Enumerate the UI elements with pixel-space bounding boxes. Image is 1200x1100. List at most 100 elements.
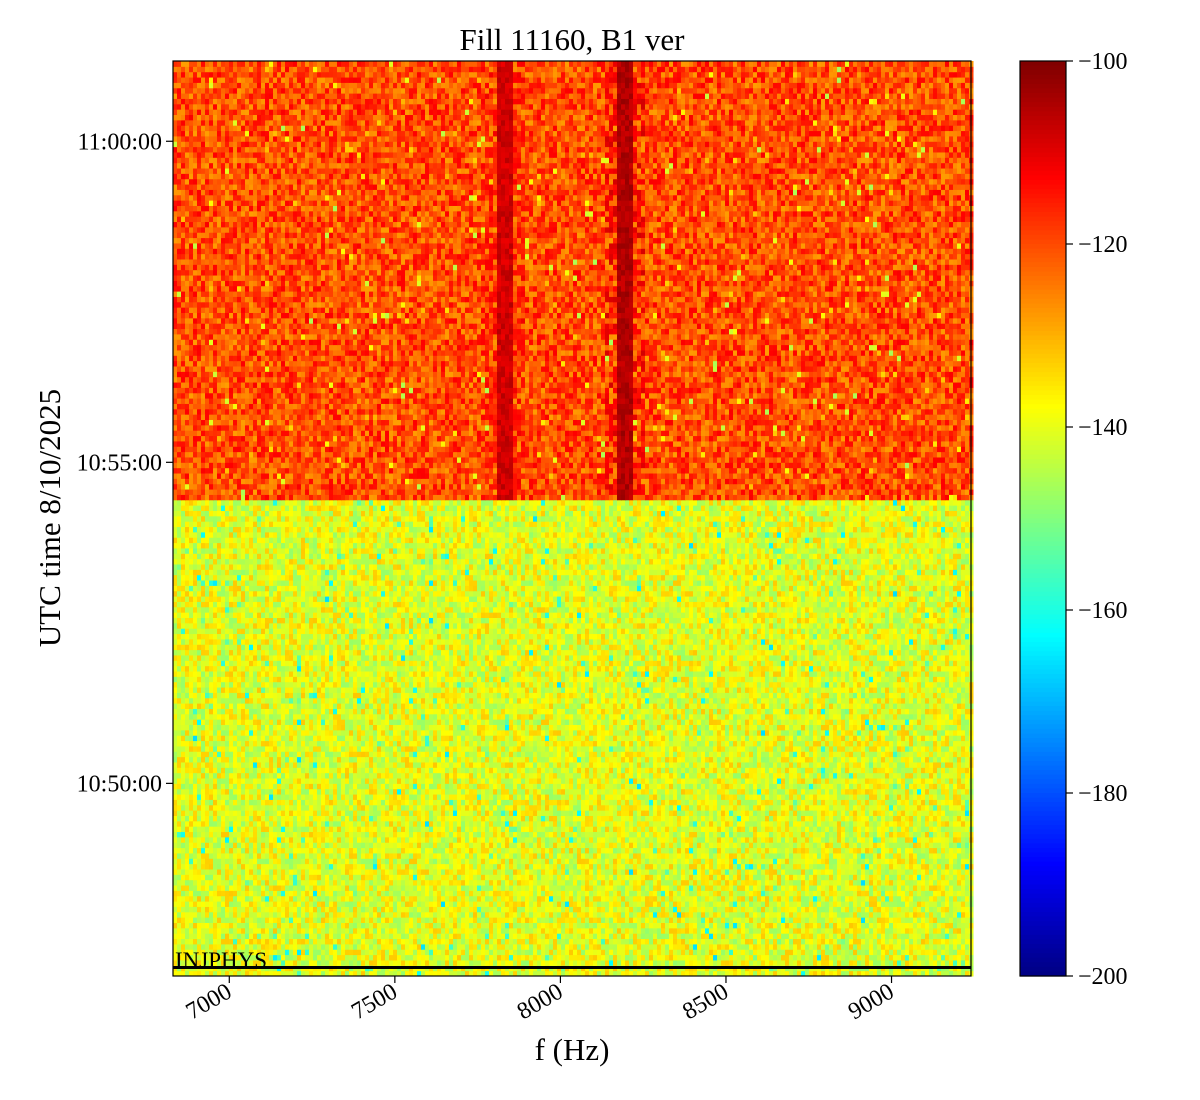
heatmap-cell [869,954,874,961]
heatmap-cell [769,868,774,875]
heatmap-cell [853,922,858,929]
heatmap-cell [553,868,558,875]
heatmap-cell [401,868,406,875]
heatmap-cell [417,879,422,886]
heatmap-cell [553,933,558,940]
heatmap-cell [905,863,910,870]
heatmap-cell [729,954,734,961]
heatmap-cell [633,938,638,945]
heatmap-cell [641,906,646,913]
heatmap-cell [689,949,694,956]
heatmap-cell [617,901,622,907]
heatmap-cell [925,874,930,881]
heatmap-cell [321,858,326,865]
heatmap-cell [677,911,682,918]
heatmap-cell [369,901,374,907]
heatmap-cell [201,927,206,934]
heatmap-cell [705,906,710,913]
heatmap-cell [873,868,878,875]
heatmap-cell [305,863,310,870]
heatmap-cell [697,933,702,940]
heatmap-cell [709,933,714,940]
heatmap-cell [905,954,910,961]
heatmap-cell [541,943,546,950]
heatmap-cell [313,917,318,923]
heatmap-cell [585,885,590,891]
heatmap-cell [601,842,606,849]
heatmap-cell [865,847,870,854]
heatmap-cell [281,847,286,854]
heatmap-cell [925,879,930,886]
heatmap-cell [873,874,878,881]
heatmap-cell [749,949,754,956]
heatmap-cell [761,842,766,849]
heatmap-cell [461,874,466,881]
heatmap-cell [661,901,666,907]
heatmap-cell [697,842,702,849]
heatmap-cell [901,933,906,940]
heatmap-cell [805,917,810,923]
heatmap-cell [273,879,278,886]
heatmap-cell [217,842,222,849]
heatmap-cell [881,911,886,918]
heatmap-cell [597,852,602,859]
heatmap-cell [293,895,298,902]
heatmap-cell [205,858,210,865]
heatmap-cell [525,842,530,849]
heatmap-cell [209,874,214,881]
heatmap-cell [197,922,202,929]
heatmap-cell [457,868,462,875]
heatmap-cell [285,895,290,902]
heatmap-cell [589,852,594,859]
heatmap-cell [693,858,698,865]
heatmap-cell [241,906,246,913]
heatmap-cell [305,917,310,923]
heatmap-cell [881,922,886,929]
heatmap-cell [201,890,206,897]
heatmap-cell [721,933,726,940]
heatmap-cell [509,959,514,966]
heatmap-cell [441,874,446,881]
heatmap-cell [793,858,798,865]
heatmap-cell [565,901,570,907]
heatmap-cell [597,842,602,849]
heatmap-cell [265,874,270,881]
heatmap-cell [493,970,498,977]
heatmap-cell [725,906,730,913]
heatmap-cell [521,949,526,956]
heatmap-cell [249,874,254,881]
heatmap-cell [201,863,206,870]
heatmap-cell [749,890,754,897]
heatmap-cell [925,917,930,923]
heatmap-cell [409,858,414,865]
heatmap-cell [785,927,790,934]
heatmap-cell [209,847,214,854]
heatmap-cell [533,911,538,918]
heatmap-cell [805,863,810,870]
heatmap-cell [749,868,754,875]
heatmap-cell [825,943,830,950]
heatmap-cell [721,943,726,950]
heatmap-cell [429,970,434,977]
heatmap-cell [461,922,466,929]
heatmap-cell [365,901,370,907]
heatmap-cell [681,943,686,950]
heatmap-cell [281,868,286,875]
heatmap-cell [769,954,774,961]
heatmap-cell [353,842,358,849]
heatmap-cell [725,901,730,907]
heatmap-cell [769,890,774,897]
heatmap-cell [425,858,430,865]
heatmap-cell [517,842,522,849]
heatmap-cell [241,852,246,859]
heatmap-cell [709,911,714,918]
heatmap-cell [677,949,682,956]
heatmap-cell [957,885,962,891]
heatmap-cell [793,938,798,945]
heatmap-cell [405,933,410,940]
heatmap-cell [513,852,518,859]
heatmap-cell [401,917,406,923]
heatmap-cell [937,933,942,940]
heatmap-cell [229,959,234,966]
heatmap-cell [337,874,342,881]
